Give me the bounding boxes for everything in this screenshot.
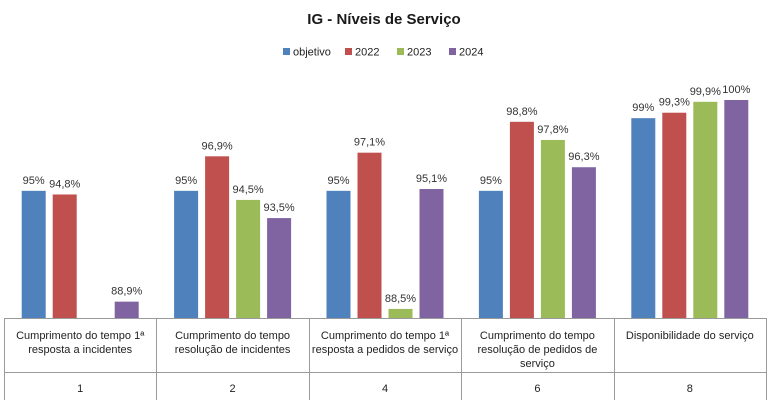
data-label-2023-group-2: 94,5% — [232, 184, 263, 196]
data-label-2023-group-4: 88,5% — [385, 293, 416, 305]
group-label-1: 1 — [77, 383, 83, 395]
bar-2023-group-6 — [540, 139, 565, 318]
data-label-objetivo-group-2: 95% — [175, 175, 197, 187]
data-label-2024-group-4: 95,1% — [416, 173, 447, 185]
bar-2024-group-1 — [114, 301, 139, 318]
bar-objetivo-group-1 — [21, 190, 46, 318]
bar-2022-group-2 — [205, 156, 230, 318]
bars — [21, 100, 749, 319]
legend-swatch-2024 — [449, 48, 456, 55]
bar-2024-group-6 — [571, 167, 596, 318]
group-label-6: 6 — [534, 383, 540, 395]
bar-2024-group-8 — [724, 100, 749, 318]
legend: objetivo 2022 2023 2024 — [283, 47, 483, 59]
group-label-8: 8 — [687, 383, 693, 395]
bar-2023-group-2 — [236, 199, 261, 318]
bar-2022-group-1 — [52, 194, 77, 318]
data-label-2024-group-8: 100% — [722, 84, 750, 96]
category-axis: Cumprimento do tempo 1ª resposta a incide… — [4, 318, 767, 400]
data-label-objetivo-group-8: 99% — [632, 102, 654, 114]
chart-title: IG - Níveis de Serviço — [307, 11, 460, 28]
legend-label-2023: 2023 — [407, 47, 431, 59]
bar-objetivo-group-2 — [174, 190, 199, 318]
legend-swatch-2022 — [345, 48, 352, 55]
category-label-2: Cumprimento do tempo resolução de inciden… — [175, 330, 291, 356]
legend-label-objetivo: objetivo — [293, 47, 331, 59]
bar-objetivo-group-8 — [631, 118, 656, 319]
bar-2022-group-6 — [509, 121, 534, 318]
data-label-2022-group-4: 97,1% — [354, 137, 385, 149]
data-label-objetivo-group-1: 95% — [23, 175, 45, 187]
legend-label-2022: 2022 — [355, 47, 379, 59]
category-label-8: Disponibilidade do serviço — [626, 330, 754, 342]
data-label-objetivo-group-4: 95% — [327, 175, 349, 187]
bar-2022-group-8 — [662, 112, 687, 318]
data-label-objetivo-group-6: 95% — [480, 175, 502, 187]
group-label-2: 2 — [230, 383, 236, 395]
data-label-2023-group-8: 99,9% — [690, 86, 721, 98]
bar-2023-group-4 — [388, 308, 413, 318]
data-label-2022-group-8: 99,3% — [659, 97, 690, 109]
data-label-2023-group-6: 97,8% — [537, 124, 568, 136]
bar-objetivo-group-4 — [326, 190, 351, 318]
group-label-4: 4 — [382, 383, 388, 395]
legend-swatch-objetivo — [283, 48, 290, 55]
data-label-2022-group-6: 98,8% — [506, 106, 537, 118]
category-label-4: Cumprimento do tempo 1ª resposta a pedido… — [312, 330, 458, 356]
legend-label-2024: 2024 — [459, 47, 483, 59]
data-label-2024-group-2: 93,5% — [263, 202, 294, 214]
category-label-6: Cumprimento do tempo resolução de pedidos… — [477, 330, 597, 370]
legend-swatch-2023 — [397, 48, 404, 55]
data-label-2024-group-6: 96,3% — [568, 151, 599, 163]
data-label-2024-group-1: 88,9% — [111, 286, 142, 298]
bar-2024-group-4 — [419, 189, 444, 318]
data-label-2022-group-2: 96,9% — [201, 140, 232, 152]
bar-2023-group-8 — [693, 101, 718, 318]
bar-2024-group-2 — [267, 218, 292, 318]
data-label-2022-group-1: 94,8% — [49, 178, 80, 190]
category-label-1: Cumprimento do tempo 1ª resposta a incide… — [16, 330, 145, 356]
bar-objetivo-group-6 — [478, 190, 503, 318]
bar-2022-group-4 — [357, 152, 382, 318]
data-labels: 95% 94,8% 88,9% 95% 96,9% 94,5%93,5% 95% 97,1% 8… — [23, 84, 751, 305]
